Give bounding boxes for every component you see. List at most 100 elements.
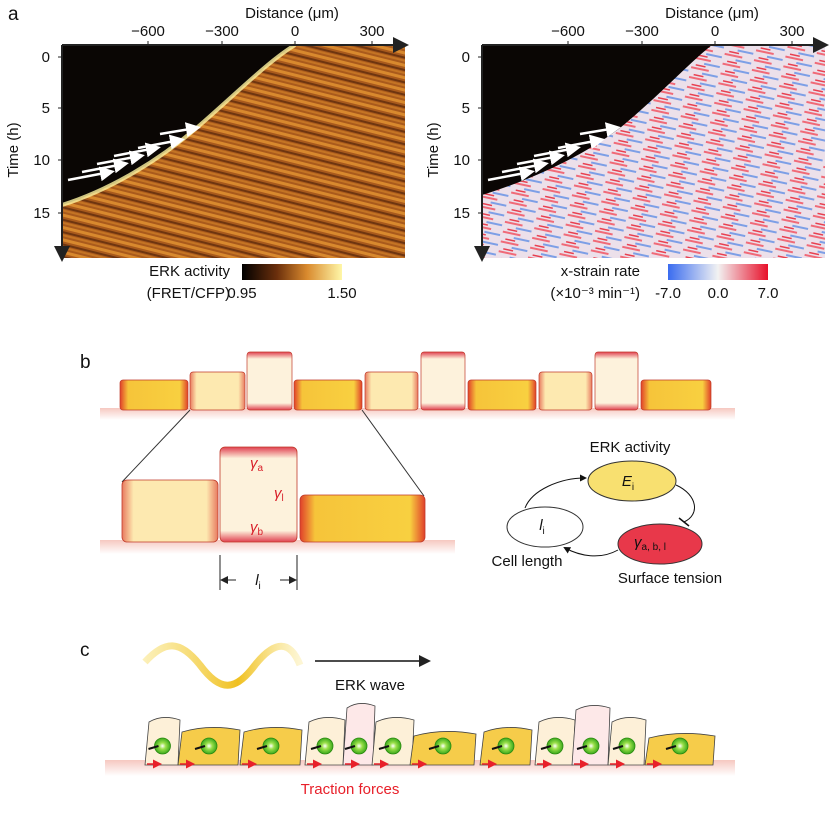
cell <box>293 379 363 411</box>
x-tick-label: −300 <box>205 23 239 40</box>
polarity <box>310 745 322 750</box>
nucleus <box>546 737 564 755</box>
length-node <box>506 506 584 548</box>
tension-label: γl <box>274 485 284 504</box>
colorbar <box>242 264 342 280</box>
polarity <box>612 745 624 750</box>
polarity <box>148 745 159 750</box>
polarity <box>428 745 440 750</box>
polarity <box>378 745 390 750</box>
colorbar-title: x-strain rate <box>561 263 640 280</box>
white-arrow <box>516 150 565 166</box>
y-tick-label: 0 <box>42 49 50 66</box>
x-tick-label: −600 <box>131 23 165 40</box>
nucleus <box>154 737 171 755</box>
white-arrow <box>67 166 115 182</box>
cell <box>467 379 537 411</box>
cell <box>246 351 293 411</box>
length-label: li <box>255 572 261 592</box>
y-tick-label: 0 <box>462 49 470 66</box>
polarity <box>491 745 503 750</box>
cell <box>119 379 189 411</box>
cell <box>219 446 298 543</box>
cycle-arrow <box>563 547 619 557</box>
nucleus <box>350 737 368 755</box>
tension-title: Surface tension <box>618 570 722 587</box>
colorbar-subtitle: (FRET/CFP) <box>147 285 230 302</box>
y-axis-title: Time (h) <box>5 122 22 177</box>
nucleus <box>200 737 218 755</box>
nucleus <box>384 737 402 755</box>
x-tick-label: 0 <box>711 23 719 40</box>
colorbar-tick: 0.0 <box>708 285 729 302</box>
white-arrow <box>557 134 605 150</box>
colorbar-tick: 7.0 <box>758 285 779 302</box>
masked-region <box>482 45 712 195</box>
length-title: Cell length <box>492 553 563 570</box>
zoom-line <box>121 409 191 483</box>
colorbar-subtitle: (×10⁻³ min⁻¹) <box>550 285 640 302</box>
white-arrow <box>137 134 185 150</box>
polarity <box>665 745 677 750</box>
nucleus <box>434 737 452 755</box>
tension-label: γb <box>250 519 264 538</box>
x-tick-label: −600 <box>551 23 585 40</box>
tension-node-label: γa, b, l <box>634 534 666 553</box>
polarity <box>576 745 588 750</box>
cell <box>640 379 712 411</box>
y-tick-label: 5 <box>42 100 50 117</box>
y-tick-label: 15 <box>33 205 50 222</box>
white-arrow <box>501 158 549 174</box>
polarity <box>194 745 206 750</box>
wave-label: ERK wave <box>335 677 405 694</box>
force-label: Traction forces <box>301 781 400 798</box>
x-tick-label: 0 <box>291 23 299 40</box>
zoom-line <box>361 409 425 497</box>
nucleus <box>671 737 689 755</box>
cell <box>420 351 466 411</box>
cell <box>538 371 593 411</box>
cell <box>364 371 419 411</box>
erk-node-label: Ei <box>622 473 634 493</box>
white-arrow <box>487 166 535 182</box>
polarity <box>256 745 268 750</box>
length-node-label: li <box>539 517 545 537</box>
white-arrow <box>81 158 129 174</box>
y-tick-label: 10 <box>33 152 50 169</box>
cell <box>189 371 246 411</box>
inhibition-bar <box>678 517 690 527</box>
white-arrow <box>96 150 145 166</box>
x-tick-label: −300 <box>625 23 659 40</box>
x-axis-title: Distance (μm) <box>245 5 339 22</box>
colorbar-tick: 0.95 <box>227 285 256 302</box>
y-tick-label: 5 <box>462 100 470 117</box>
cell <box>571 705 611 766</box>
colorbar <box>668 264 768 280</box>
cell <box>299 494 426 543</box>
polarity <box>540 745 552 750</box>
cycle-arrow <box>524 474 587 509</box>
kymograph-erk <box>61 43 405 258</box>
tension-label: γa <box>250 455 264 474</box>
white-arrow <box>113 142 161 158</box>
substrate <box>100 408 735 420</box>
x-axis-title: Distance (μm) <box>665 5 759 22</box>
nucleus <box>582 737 600 755</box>
white-arrow <box>533 142 581 158</box>
y-axis-title: Time (h) <box>425 122 442 177</box>
inhibition-arrow <box>675 484 695 523</box>
polarity <box>344 745 356 750</box>
panel-label: b <box>80 352 91 373</box>
nucleus <box>316 737 334 755</box>
kymograph-strain <box>482 45 825 258</box>
x-tick-label: 300 <box>779 23 804 40</box>
white-arrow <box>159 122 201 138</box>
colorbar-tick: 1.50 <box>327 285 356 302</box>
tension-node <box>617 523 703 565</box>
colorbar-title: ERK activity <box>149 263 230 280</box>
cell <box>594 351 639 411</box>
nucleus <box>618 737 636 755</box>
y-tick-label: 10 <box>453 152 470 169</box>
wave <box>142 642 304 689</box>
